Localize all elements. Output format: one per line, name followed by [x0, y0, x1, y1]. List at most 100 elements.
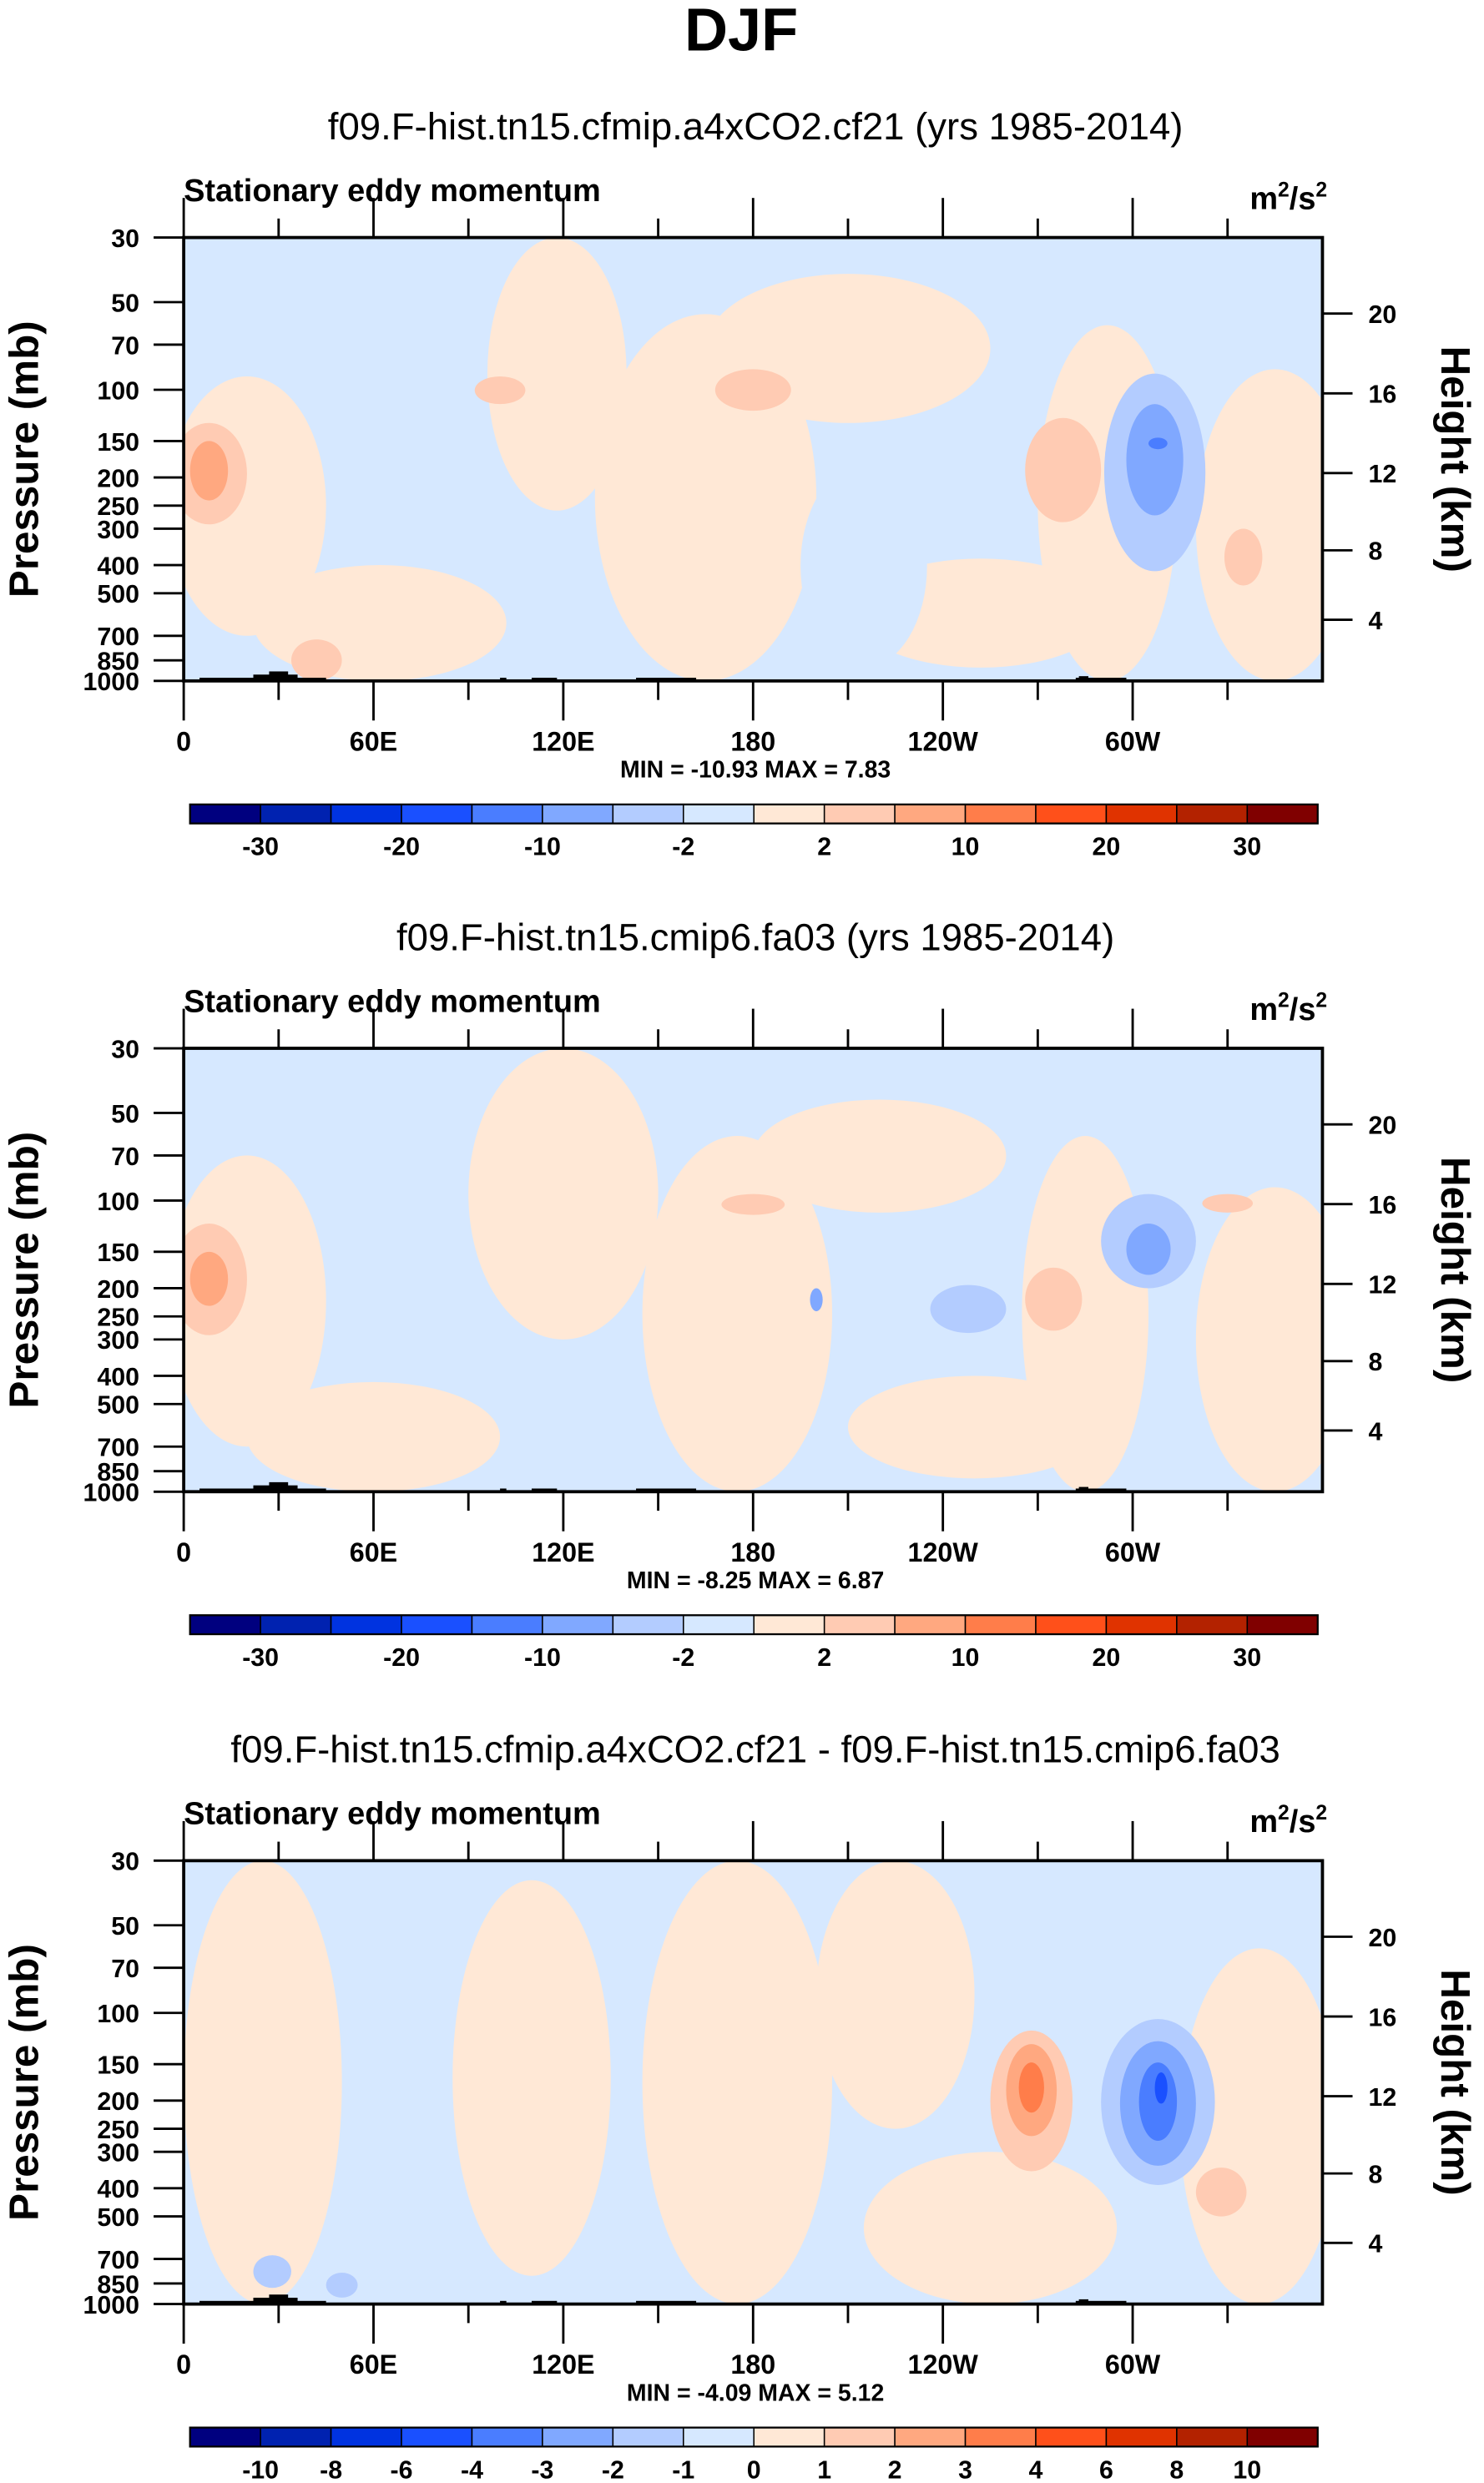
colorbar-label: 20 — [1093, 1644, 1121, 1672]
x-tick-label: 0 — [176, 726, 191, 756]
colorbar-label: 10 — [1233, 2456, 1261, 2483]
colorbar-box — [189, 2426, 261, 2448]
y-tick-label: 150 — [97, 2052, 139, 2080]
y-tick-label: 700 — [97, 1435, 139, 1462]
colorbar-box — [1105, 2426, 1178, 2448]
colorbar-box — [401, 2426, 473, 2448]
y-tick-label: 100 — [97, 377, 139, 405]
terrain-block — [269, 671, 289, 681]
contour-region-level-8 — [246, 1381, 501, 1492]
colorbar-box — [683, 804, 755, 825]
panel-title: f09.F-hist.tn15.cfmip.a4xCO2.cf21 (yrs 1… — [328, 105, 1184, 148]
terrain-block — [269, 2294, 289, 2304]
colorbar-label: 20 — [1093, 834, 1121, 861]
y-tick-label: 50 — [111, 1913, 139, 1940]
colorbar-label: 8 — [1169, 2456, 1184, 2483]
panel-title: f09.F-hist.tn15.cfmip.a4xCO2.cf21 - f09.… — [230, 1729, 1280, 1771]
y-tick-label: 30 — [111, 1849, 139, 1876]
colorbar-box — [471, 1614, 543, 1635]
colorbar-box — [894, 2426, 967, 2448]
colorbar-box — [1105, 1614, 1178, 1635]
colorbar-box — [612, 804, 684, 825]
colorbar-frame — [189, 803, 1319, 825]
y2-tick-label: 12 — [1368, 2084, 1396, 2112]
colorbar-box — [964, 2426, 1037, 2448]
colorbar-label: 2 — [888, 2456, 902, 2483]
y-tick-label: 300 — [97, 517, 139, 544]
colorbar-box — [753, 1614, 825, 1635]
y-tick-label: 500 — [97, 2204, 139, 2232]
contour-region-level-8 — [487, 237, 627, 511]
colorbar-box — [1246, 1614, 1319, 1635]
contour-region-level-8 — [863, 2152, 1118, 2304]
y2-tick-label: 4 — [1368, 1418, 1382, 1446]
y-tick-label: 70 — [111, 1143, 139, 1171]
colorbar-box — [894, 1614, 967, 1635]
contour-region-level-3 — [1154, 2072, 1168, 2104]
contour-region-level-8 — [468, 1048, 659, 1340]
x-tick-label: 180 — [730, 2349, 775, 2380]
y2-axis-label: Height (km) — [1432, 346, 1478, 573]
y2-tick-label: 4 — [1368, 2231, 1382, 2258]
colorbar-label: -30 — [242, 1644, 279, 1672]
colorbar-label: -1 — [672, 2456, 694, 2483]
contour-region-level-8 — [753, 1099, 1007, 1213]
terrain-block — [500, 1488, 507, 1492]
y-tick-label: 70 — [111, 1956, 139, 1983]
colorbar-box — [542, 2426, 614, 2448]
contour-region-level-10 — [189, 441, 229, 501]
colorbar-label: -20 — [383, 1644, 420, 1672]
y2-axis-label: Height (km) — [1432, 1969, 1478, 2195]
y-tick-label: 250 — [97, 1305, 139, 1332]
contour-region-level-9 — [714, 369, 791, 411]
colorbar-label: -10 — [242, 2456, 279, 2483]
y-tick-label: 400 — [97, 2176, 139, 2203]
terrain-block — [269, 1481, 289, 1492]
y-tick-label: 150 — [97, 1239, 139, 1267]
colorbar-box — [1246, 2426, 1319, 2448]
panel-1: f09.F-hist.tn15.cfmip.a4xCO2.cf21 (yrs 1… — [2, 105, 1478, 861]
colorbar-box — [753, 2426, 825, 2448]
units-label: m2/s2 — [1249, 179, 1327, 216]
colorbar-label: -2 — [672, 834, 694, 861]
colorbar-box — [1246, 804, 1319, 825]
colorbar-label: 2 — [817, 1644, 831, 1672]
colorbar-label: -2 — [672, 1644, 694, 1672]
y2-tick-label: 4 — [1368, 608, 1382, 635]
contour-region-level-9 — [1202, 1194, 1254, 1213]
contour-region-level-8 — [253, 565, 507, 681]
contour-field — [184, 237, 1323, 681]
x-tick-label: 60W — [1105, 1537, 1161, 1567]
y-tick-label: 300 — [97, 2140, 139, 2168]
min-max-stats: MIN = -10.93 MAX = 7.83 — [620, 757, 891, 784]
y2-tick-label: 8 — [1368, 538, 1382, 566]
y2-tick-label: 8 — [1368, 2162, 1382, 2189]
colorbar-label: -20 — [383, 834, 420, 861]
contour-region-level-5 — [810, 1288, 823, 1312]
y2-tick-label: 16 — [1368, 381, 1396, 409]
y-tick-label: 30 — [111, 1036, 139, 1063]
colorbar-box — [471, 804, 543, 825]
colorbar-label: -4 — [461, 2456, 483, 2483]
y-tick-label: 100 — [97, 1189, 139, 1216]
colorbar-box — [1176, 804, 1249, 825]
contour-region-level-9 — [290, 639, 342, 681]
colorbar-label: 10 — [951, 1644, 980, 1672]
colorbar-box — [1035, 1614, 1108, 1635]
y-tick-label: 500 — [97, 581, 139, 608]
colorbar-label: 30 — [1233, 1644, 1261, 1672]
y2-tick-label: 16 — [1368, 2004, 1396, 2031]
x-tick-label: 120E — [532, 726, 594, 756]
colorbar-label: 2 — [817, 834, 831, 861]
colorbar-label: -30 — [242, 834, 279, 861]
y-tick-label: 70 — [111, 332, 139, 360]
x-tick-label: 0 — [176, 2349, 191, 2380]
contour-region-level-8 — [1195, 1187, 1323, 1492]
colorbar-box — [683, 1614, 755, 1635]
variable-label: Stationary eddy momentum — [184, 1797, 601, 1832]
colorbar-label: 1 — [817, 2456, 831, 2483]
colorbar-box — [401, 804, 473, 825]
y-axis-label: Pressure (mb) — [2, 320, 48, 598]
colorbar-box — [189, 804, 261, 825]
y-tick-label: 1000 — [83, 669, 139, 696]
